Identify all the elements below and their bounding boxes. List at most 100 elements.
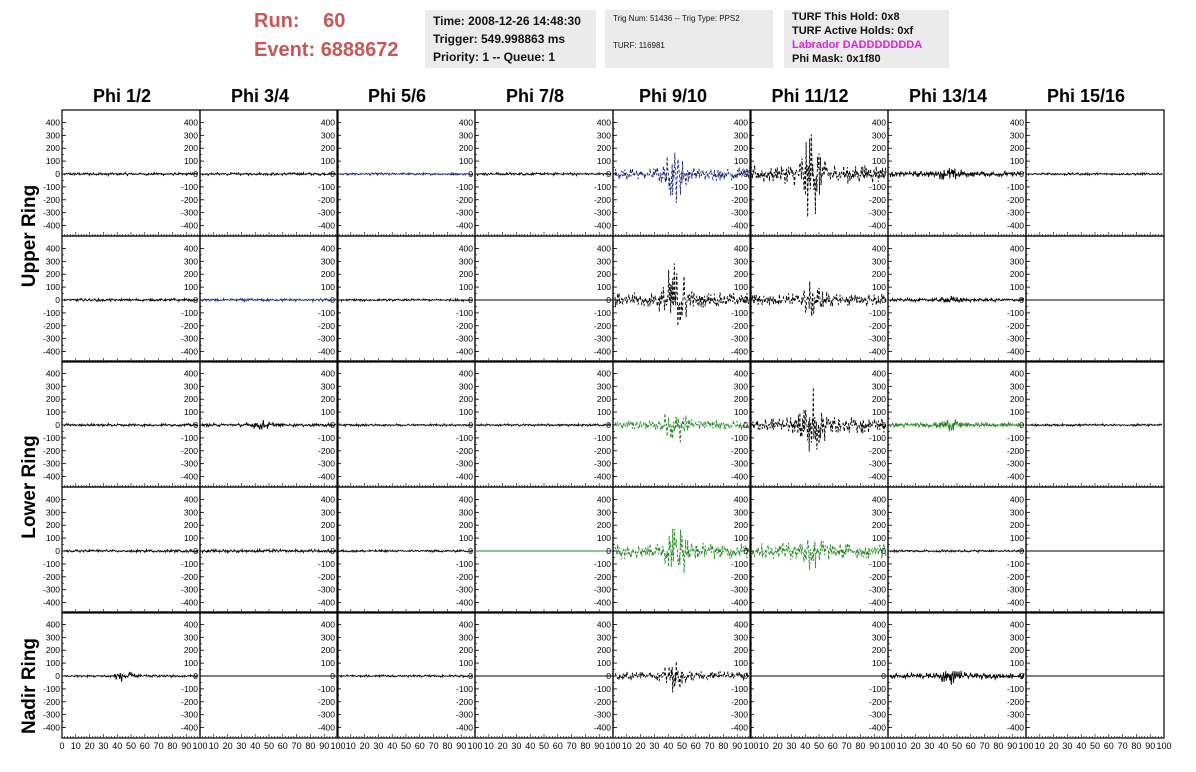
y-tick-label: -400 bbox=[181, 598, 198, 608]
waveform-trace bbox=[889, 419, 1025, 432]
panel-frame bbox=[61, 235, 201, 363]
x-tick-label: 90 bbox=[869, 741, 879, 751]
y-tick-label: 0 bbox=[55, 295, 60, 305]
waveform-trace bbox=[751, 539, 887, 571]
waveform-trace bbox=[63, 547, 199, 555]
y-tick-label: 0 bbox=[193, 420, 198, 430]
y-tick-label: 400 bbox=[321, 117, 335, 127]
y-tick-label: -100 bbox=[594, 433, 611, 443]
y-tick-label: 300 bbox=[321, 632, 335, 642]
waveform-trace bbox=[338, 422, 474, 428]
y-tick-label: 100 bbox=[597, 407, 611, 417]
y-tick-label: -200 bbox=[456, 697, 473, 707]
y-tick-label: 0 bbox=[193, 295, 198, 305]
y-tick-label: -100 bbox=[1007, 433, 1024, 443]
y-tick-label: 100 bbox=[184, 533, 198, 543]
y-tick-label: 300 bbox=[872, 256, 886, 266]
waveform-trace bbox=[201, 547, 337, 555]
y-tick-label: 0 bbox=[606, 546, 611, 556]
y-tick-label: 200 bbox=[1010, 269, 1024, 279]
y-tick-label: 400 bbox=[459, 494, 473, 504]
y-tick-label: 200 bbox=[872, 269, 886, 279]
x-tick-label: 50 bbox=[677, 741, 687, 751]
y-tick-label: 200 bbox=[459, 269, 473, 279]
y-tick-label: -400 bbox=[594, 598, 611, 608]
y-tick-label: -200 bbox=[181, 195, 198, 205]
y-tick-label: -400 bbox=[456, 598, 473, 608]
y-tick-label: -400 bbox=[1007, 598, 1024, 608]
x-tick-label: 60 bbox=[278, 741, 288, 751]
y-tick-label: -200 bbox=[594, 697, 611, 707]
y-tick-label: 100 bbox=[321, 658, 335, 668]
y-tick-label: 100 bbox=[46, 282, 60, 292]
y-tick-label: 300 bbox=[46, 632, 60, 642]
x-tick-label: 80 bbox=[718, 741, 728, 751]
y-tick-label: -400 bbox=[869, 598, 886, 608]
y-tick-label: 100 bbox=[184, 407, 198, 417]
x-tick-label: 40 bbox=[1076, 741, 1086, 751]
y-tick-label: 0 bbox=[330, 671, 335, 681]
y-tick-label: 400 bbox=[459, 619, 473, 629]
x-tick-label: 20 bbox=[223, 741, 233, 751]
x-tick-label: 40 bbox=[800, 741, 810, 751]
waveform-trace bbox=[751, 134, 887, 218]
waveform-trace bbox=[338, 548, 474, 554]
x-tick-label: 80 bbox=[442, 741, 452, 751]
x-tick-label: 60 bbox=[966, 741, 976, 751]
y-tick-label: 300 bbox=[597, 381, 611, 391]
run-label-text: Run: bbox=[254, 10, 300, 32]
y-tick-label: 200 bbox=[734, 143, 748, 153]
y-tick-label: -100 bbox=[456, 308, 473, 318]
x-tick-label: 80 bbox=[855, 741, 865, 751]
col-title-phi-11-12: Phi 11/12 bbox=[771, 86, 849, 106]
y-tick-label: -100 bbox=[731, 684, 748, 694]
y-tick-label: 400 bbox=[184, 117, 198, 127]
panel-frame bbox=[474, 611, 614, 739]
waveform-trace bbox=[1027, 422, 1162, 428]
y-tick-label: -200 bbox=[594, 195, 611, 205]
y-tick-label: -300 bbox=[456, 208, 473, 218]
waveform-trace bbox=[201, 419, 337, 430]
x-tick-label: 50 bbox=[952, 741, 962, 751]
waveform-trace bbox=[751, 387, 887, 452]
x-tick-label: 20 bbox=[498, 741, 508, 751]
y-tick-label: -400 bbox=[318, 221, 335, 231]
y-tick-label: -100 bbox=[43, 182, 60, 192]
y-tick-label: -100 bbox=[456, 182, 473, 192]
x-tick-label: 0 bbox=[59, 741, 64, 751]
labrador-text: Labrador DADDDDDDDA bbox=[792, 39, 923, 51]
y-tick-label: -100 bbox=[43, 559, 60, 569]
y-tick-label: -100 bbox=[456, 433, 473, 443]
y-tick-label: -300 bbox=[43, 208, 60, 218]
y-tick-label: 200 bbox=[184, 143, 198, 153]
y-tick-label: 100 bbox=[1010, 533, 1024, 543]
y-tick-label: -300 bbox=[1007, 334, 1024, 344]
x-tick-label: 30 bbox=[373, 741, 383, 751]
x-tick-label: 70 bbox=[705, 741, 715, 751]
y-tick-label: -200 bbox=[869, 321, 886, 331]
y-tick-label: -200 bbox=[594, 572, 611, 582]
y-tick-label: 0 bbox=[743, 546, 748, 556]
panel-frame bbox=[749, 611, 889, 739]
x-tick-label: 20 bbox=[911, 741, 921, 751]
x-tick-label: 80 bbox=[305, 741, 315, 751]
y-tick-label: 0 bbox=[606, 420, 611, 430]
x-tick-label: 100 bbox=[1156, 741, 1171, 751]
col-title-phi-9-10: Phi 9/10 bbox=[638, 86, 708, 106]
y-tick-label: -400 bbox=[731, 723, 748, 733]
turf-box: TURF This Hold: 0x8 TURF Active Holds: 0… bbox=[784, 10, 949, 68]
y-tick-label: 200 bbox=[459, 394, 473, 404]
y-tick-label: -200 bbox=[43, 195, 60, 205]
y-tick-label: -300 bbox=[318, 334, 335, 344]
y-tick-label: -300 bbox=[318, 585, 335, 595]
x-tick-label: 100 bbox=[605, 741, 620, 751]
y-tick-label: -100 bbox=[43, 308, 60, 318]
y-tick-label: -100 bbox=[181, 684, 198, 694]
y-tick-label: 300 bbox=[184, 256, 198, 266]
y-tick-label: -300 bbox=[181, 208, 198, 218]
y-tick-label: -400 bbox=[731, 598, 748, 608]
panel-frame bbox=[336, 486, 476, 614]
panel-frame bbox=[336, 360, 476, 488]
y-tick-label: -400 bbox=[181, 347, 198, 357]
y-tick-label: -200 bbox=[43, 321, 60, 331]
